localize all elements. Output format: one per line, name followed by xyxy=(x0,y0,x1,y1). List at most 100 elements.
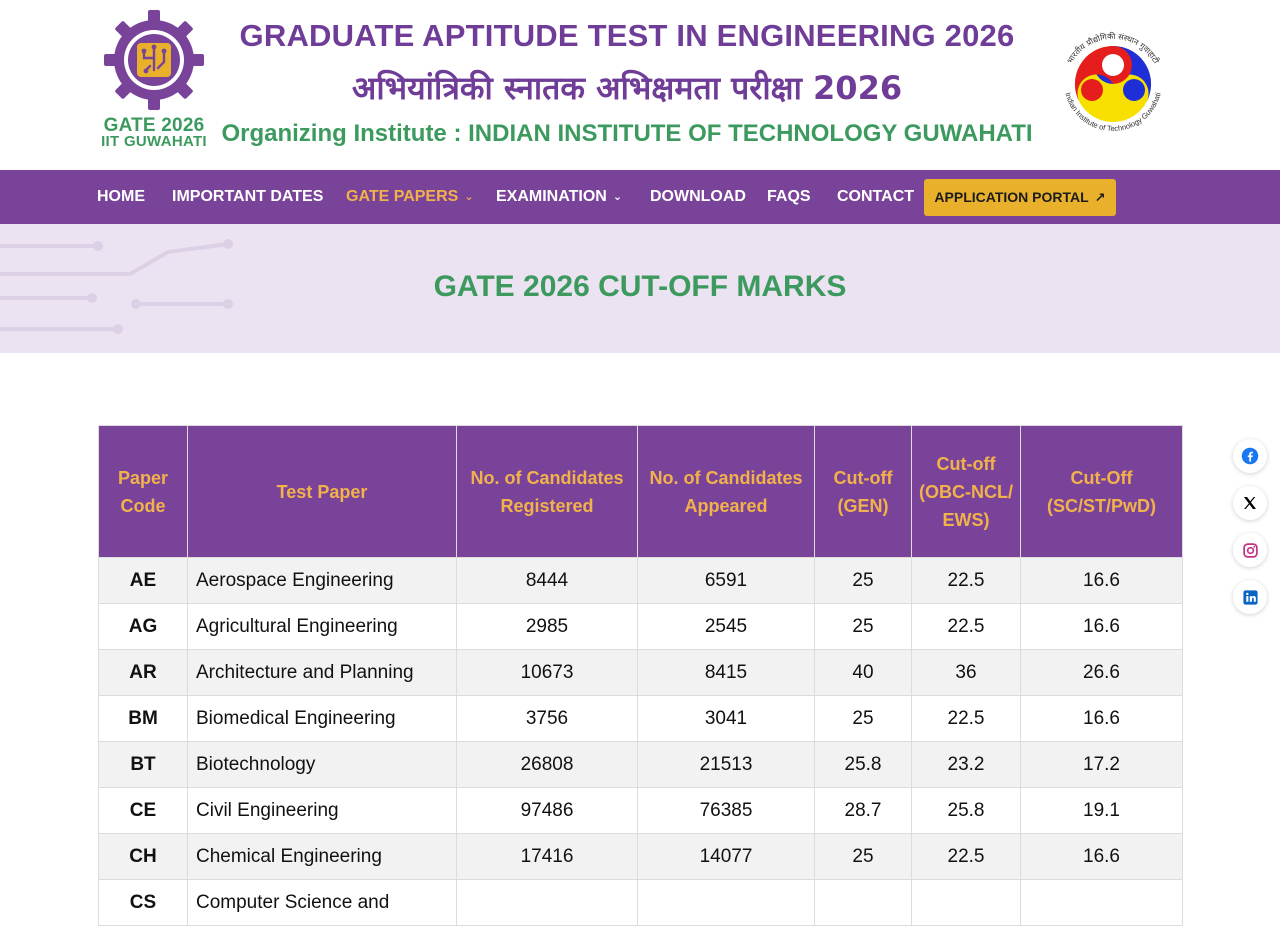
gate-logo-text: GATE 2026 IIT GUWAHATI xyxy=(98,115,210,150)
x-icon xyxy=(1244,497,1256,509)
cutoff-obc: 36 xyxy=(911,649,1021,696)
test-paper: Biomedical Engineering xyxy=(187,695,457,742)
test-paper: Aerospace Engineering xyxy=(187,557,457,604)
table-row: BT Biotechnology 26808 21513 25.8 23.2 1… xyxy=(98,741,1183,788)
header-cutoff-obc: Cut-off (OBC-NCL/ EWS) xyxy=(911,425,1021,558)
gate-logo-line2: IIT GUWAHATI xyxy=(101,133,207,150)
test-paper: Biotechnology xyxy=(187,741,457,788)
cutoff-table: Paper Code Test Paper No. of Candidates … xyxy=(98,425,1183,926)
registered: 10673 xyxy=(456,649,638,696)
test-paper: Agricultural Engineering xyxy=(187,603,457,650)
cutoff-sc: 16.6 xyxy=(1020,695,1183,742)
appeared: 3041 xyxy=(637,695,815,742)
header-paper-code: Paper Code xyxy=(98,425,188,558)
gate-logo-line1: GATE 2026 xyxy=(103,115,205,136)
nav-contact[interactable]: CONTACT xyxy=(837,170,914,224)
cutoff-sc: 16.6 xyxy=(1020,833,1183,880)
appeared: 6591 xyxy=(637,557,815,604)
cutoff-sc xyxy=(1020,879,1183,926)
nav-dates-label: IMPORTANT DATES xyxy=(172,188,324,205)
instagram-icon xyxy=(1242,542,1258,558)
cutoff-sc: 19.1 xyxy=(1020,787,1183,834)
instagram-share-button[interactable] xyxy=(1233,533,1267,567)
appeared: 76385 xyxy=(637,787,815,834)
test-paper: Computer Science and xyxy=(187,879,457,926)
paper-code: CS xyxy=(98,879,188,926)
page-banner: GATE 2026 CUT-OFF MARKS xyxy=(0,224,1280,353)
external-link-icon: ↗ xyxy=(1094,190,1106,205)
cutoff-sc: 16.6 xyxy=(1020,603,1183,650)
registered xyxy=(456,879,638,926)
cutoff-obc: 22.5 xyxy=(911,603,1021,650)
linkedin-share-button[interactable] xyxy=(1233,580,1267,614)
paper-code: CE xyxy=(98,787,188,834)
table-row: AR Architecture and Planning 10673 8415 … xyxy=(98,649,1183,696)
site-title-english: GRADUATE APTITUDE TEST IN ENGINEERING 20… xyxy=(239,18,1015,53)
registered: 97486 xyxy=(456,787,638,834)
cutoff-gen: 28.7 xyxy=(814,787,912,834)
test-paper: Chemical Engineering xyxy=(187,833,457,880)
x-share-button[interactable] xyxy=(1233,486,1267,520)
cutoff-obc: 22.5 xyxy=(911,833,1021,880)
header-registered: No. of Candidates Registered xyxy=(456,425,638,558)
cutoff-gen: 25 xyxy=(814,603,912,650)
organizing-institute: Organizing Institute : INDIAN INSTITUTE … xyxy=(221,120,1033,147)
cutoff-gen: 25 xyxy=(814,833,912,880)
paper-code: CH xyxy=(98,833,188,880)
header-test-paper: Test Paper xyxy=(187,425,457,558)
test-paper: Architecture and Planning xyxy=(187,649,457,696)
portal-label: APPLICATION PORTAL xyxy=(934,189,1089,205)
nav-papers-label: GATE PAPERS xyxy=(346,188,459,205)
cutoff-obc xyxy=(911,879,1021,926)
chevron-down-icon: ⌄ xyxy=(612,191,623,203)
site-title-hindi: अभियांत्रिकी स्नातक अभिक्षमता परीक्षा 20… xyxy=(351,69,903,107)
linkedin-icon xyxy=(1242,589,1258,605)
iit-guwahati-logo[interactable]: भारतीय प्रौद्योगिकी संस्थान गुवाहाटी Ind… xyxy=(1052,24,1174,142)
cutoff-sc: 16.6 xyxy=(1020,557,1183,604)
nav-examination[interactable]: EXAMINATION ⌄ xyxy=(496,170,622,224)
application-portal-button[interactable]: APPLICATION PORTAL ↗ xyxy=(924,179,1116,216)
cutoff-gen: 40 xyxy=(814,649,912,696)
page-title: GATE 2026 CUT-OFF MARKS xyxy=(433,270,847,303)
table-row: AG Agricultural Engineering 2985 2545 25… xyxy=(98,603,1183,650)
main-nav: HOME IMPORTANT DATES GATE PAPERS ⌄ EXAMIN… xyxy=(0,170,1280,224)
cutoff-gen xyxy=(814,879,912,926)
cutoff-obc: 22.5 xyxy=(911,557,1021,604)
appeared: 8415 xyxy=(637,649,815,696)
nav-important-dates[interactable]: IMPORTANT DATES xyxy=(172,170,323,224)
registered: 3756 xyxy=(456,695,638,742)
facebook-share-button[interactable] xyxy=(1233,439,1267,473)
appeared: 14077 xyxy=(637,833,815,880)
nav-home[interactable]: HOME xyxy=(97,170,145,224)
cutoff-obc: 22.5 xyxy=(911,695,1021,742)
cutoff-sc: 17.2 xyxy=(1020,741,1183,788)
paper-code: AE xyxy=(98,557,188,604)
facebook-icon xyxy=(1241,447,1259,465)
header-appeared: No. of Candidates Appeared xyxy=(637,425,815,558)
registered: 26808 xyxy=(456,741,638,788)
nav-faqs[interactable]: FAQS xyxy=(767,170,811,224)
cutoff-sc: 26.6 xyxy=(1020,649,1183,696)
nav-download[interactable]: DOWNLOAD xyxy=(650,170,746,224)
appeared: 2545 xyxy=(637,603,815,650)
nav-home-label: HOME xyxy=(97,188,145,205)
gate-logo[interactable]: GATE 2026 IIT GUWAHATI xyxy=(98,8,210,154)
nav-gate-papers[interactable]: GATE PAPERS ⌄ xyxy=(346,170,474,224)
cutoff-gen: 25 xyxy=(814,695,912,742)
paper-code: AR xyxy=(98,649,188,696)
paper-code: AG xyxy=(98,603,188,650)
gate-gear-icon xyxy=(104,10,204,110)
table-row: CE Civil Engineering 97486 76385 28.7 25… xyxy=(98,787,1183,834)
table-row: BM Biomedical Engineering 3756 3041 25 2… xyxy=(98,695,1183,742)
registered: 8444 xyxy=(456,557,638,604)
appeared: 21513 xyxy=(637,741,815,788)
cutoff-gen: 25 xyxy=(814,557,912,604)
table-row: CS Computer Science and xyxy=(98,879,1183,926)
header-cutoff-sc: Cut-Off (SC/ST/PwD) xyxy=(1020,425,1183,558)
nav-download-label: DOWNLOAD xyxy=(650,188,746,205)
header-cutoff-gen: Cut-off (GEN) xyxy=(814,425,912,558)
nav-faqs-label: FAQS xyxy=(767,188,811,205)
appeared xyxy=(637,879,815,926)
table-row: CH Chemical Engineering 17416 14077 25 2… xyxy=(98,833,1183,880)
registered: 17416 xyxy=(456,833,638,880)
